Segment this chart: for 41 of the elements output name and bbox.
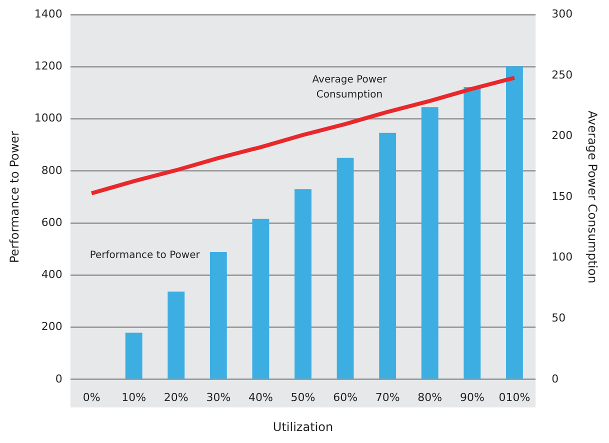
y-axis-title: Performance to Power — [7, 130, 22, 263]
y2-tick-label: 200 — [552, 129, 573, 142]
bar — [336, 158, 354, 379]
y-tick-label: 1200 — [34, 60, 62, 73]
y-tick-label: 1400 — [34, 7, 62, 20]
y2-tick-label: 250 — [552, 68, 573, 82]
y2-tick-label: 300 — [552, 7, 573, 20]
x-tick-label: 0% — [82, 390, 100, 404]
x-tick-label: 10% — [122, 390, 146, 404]
y2-tick-label: 0 — [552, 372, 559, 386]
y2-tick-label: 100 — [552, 250, 573, 264]
series-label: Average Power Consumption — [312, 74, 388, 101]
series-label: Performance to Power — [90, 250, 201, 261]
bar — [168, 292, 185, 379]
bar — [506, 66, 523, 379]
y2-tick-label: 50 — [552, 311, 566, 324]
bar — [210, 252, 227, 379]
bar — [125, 332, 142, 379]
bar — [379, 132, 396, 379]
y-tick-label: 0 — [55, 372, 62, 386]
x-tick-label: 30% — [206, 390, 231, 404]
x-tick-label: 20% — [164, 390, 188, 404]
bar — [421, 107, 438, 379]
x-tick-label: 70% — [375, 390, 400, 404]
x-tick-label: 80% — [418, 390, 442, 404]
y-tick-label: 400 — [41, 268, 62, 282]
y2-axis-title: Average Power Consumption — [586, 110, 600, 284]
y2-tick-label: 150 — [552, 190, 573, 203]
x-tick-label: 40% — [248, 390, 273, 404]
x-tick-label: 010% — [498, 390, 530, 404]
x-tick-label: 60% — [333, 390, 358, 404]
y-tick-label: 200 — [41, 320, 62, 334]
y-tick-label: 800 — [41, 164, 62, 177]
y-tick-label: 1000 — [34, 112, 62, 125]
bar — [294, 189, 312, 379]
bar — [252, 218, 270, 379]
x-tick-label: 90% — [460, 390, 484, 404]
bar — [464, 87, 481, 379]
x-axis-title: Utilization — [272, 420, 334, 434]
y-tick-label: 600 — [41, 216, 62, 229]
x-tick-label: 50% — [290, 390, 316, 404]
